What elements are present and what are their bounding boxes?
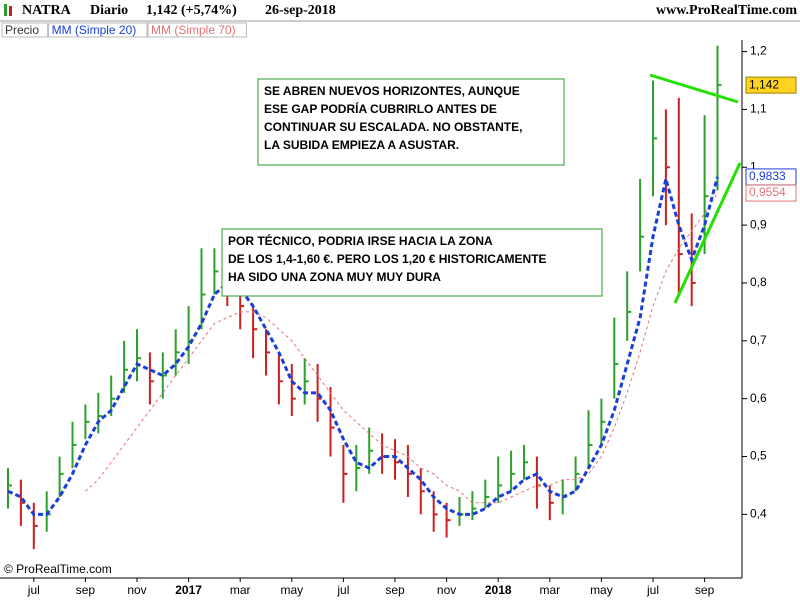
legend-label: Precio xyxy=(5,23,39,37)
value-tag xyxy=(745,76,797,94)
value-tag-label: 1,142 xyxy=(749,77,779,91)
x-tick-label: may xyxy=(280,583,303,597)
annotation-text: HA SIDO UNA ZONA MUY MUY DURA xyxy=(228,270,441,284)
x-tick-label: jul xyxy=(336,583,349,597)
y-tick-label: 1,1 xyxy=(750,102,767,116)
annotation-box xyxy=(257,78,565,166)
trend-line xyxy=(649,73,739,104)
annotation-text: CONTINUAR SU ESCALADA. NO OBSTANTE, xyxy=(264,120,522,134)
annotation-text: POR TÉCNICO, PODRIA IRSE HACIA LA ZONA xyxy=(228,233,493,248)
x-tick-label: sep xyxy=(695,583,715,597)
x-tick-label: mar xyxy=(539,583,560,597)
legend-box xyxy=(147,22,247,38)
x-tick-label: nov xyxy=(127,583,146,597)
x-tick-label: sep xyxy=(76,583,96,597)
y-tick-label: 0,9 xyxy=(750,217,767,231)
logo xyxy=(4,4,7,16)
x-tick-label: 2018 xyxy=(485,583,512,597)
annotation-text: LA SUBIDA EMPIEZA A ASUSTAR. xyxy=(264,138,459,152)
y-tick-label: 1,2 xyxy=(750,44,767,58)
x-tick-label: may xyxy=(590,583,613,597)
annotation-text: DE LOS 1,4-1,60 €. PERO LOS 1,20 € HISTO… xyxy=(228,252,547,266)
value-tag xyxy=(745,184,797,202)
date: 26-sep-2018 xyxy=(265,3,336,18)
x-tick-label: jul xyxy=(646,583,659,597)
y-tick-label: 0,5 xyxy=(750,449,767,463)
x-tick-label: 2017 xyxy=(175,583,202,597)
x-tick-label: nov xyxy=(437,583,456,597)
legend-label: MM (Simple 70) xyxy=(151,23,236,37)
legend-label: MM (Simple 20) xyxy=(52,23,137,37)
trend-line xyxy=(673,162,742,304)
period: Diario xyxy=(90,3,128,18)
y-tick-label: 0,6 xyxy=(750,391,767,405)
x-tick-label: sep xyxy=(385,583,405,597)
moving-average xyxy=(7,176,719,516)
x-tick-label: mar xyxy=(230,583,251,597)
y-tick-label: 0,4 xyxy=(750,507,767,521)
last-change: 1,142 (+5,74%) xyxy=(146,3,237,18)
copyright: © ProRealTime.com xyxy=(4,562,112,576)
annotation-text: SE ABREN NUEVOS HORIZONTES, AUNQUE xyxy=(264,84,520,98)
value-tag-label: 0,9833 xyxy=(749,169,786,183)
annotation-text: ESE GAP PODRÍA CUBRIRLO ANTES DE xyxy=(264,101,497,116)
y-tick-label: 1 xyxy=(750,159,757,173)
y-tick-label: 0,8 xyxy=(750,275,767,289)
legend-box xyxy=(48,22,148,38)
logo xyxy=(9,6,12,16)
ticker: NATRA xyxy=(22,3,72,18)
legend-box xyxy=(1,22,49,38)
y-tick-label: 0,7 xyxy=(750,333,767,347)
x-tick-label: jul xyxy=(27,583,40,597)
source: www.ProRealTime.com xyxy=(656,3,797,18)
value-tag-label: 0,9554 xyxy=(749,185,786,199)
annotation-box xyxy=(221,228,603,297)
